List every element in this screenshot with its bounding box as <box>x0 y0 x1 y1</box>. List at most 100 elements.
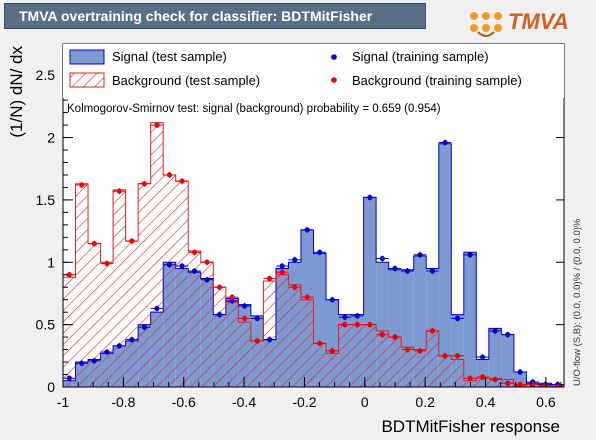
background-train-point <box>354 322 360 328</box>
signal-train-point <box>292 257 298 263</box>
background-train-point <box>279 269 285 275</box>
x-tick-label: 0.6 <box>536 394 556 410</box>
background-train-point <box>304 294 310 300</box>
background-bar <box>313 343 327 387</box>
background-bar <box>200 262 214 387</box>
legend-label-signal-test: Signal (test sample) <box>112 49 227 64</box>
y-tick-label: 1 <box>47 254 55 270</box>
y-tick-label: 0 <box>47 379 55 395</box>
background-bar <box>113 189 126 387</box>
background-train-point <box>429 328 436 334</box>
signal-train-point <box>242 303 248 309</box>
background-train-point <box>530 381 536 387</box>
y-tick-label: 1.5 <box>36 192 56 208</box>
signal-train-point <box>342 314 348 320</box>
signal-train-point <box>404 268 411 274</box>
background-train-point <box>104 260 110 267</box>
background-bar <box>213 287 226 387</box>
background-train-point <box>267 275 273 282</box>
signal-bar <box>501 334 514 387</box>
x-tick-label: -0.4 <box>232 394 256 410</box>
signal-train-point <box>154 305 160 312</box>
background-train-point <box>392 334 398 340</box>
background-bar <box>275 274 289 387</box>
background-train-point <box>342 322 348 328</box>
legend-marker-signal-train <box>331 54 337 60</box>
background-bar <box>426 330 439 387</box>
background-bar <box>300 299 314 387</box>
ks-test-annotation: Kolmogorov-Smirnov test: signal (backgro… <box>67 103 441 115</box>
background-train-point <box>479 374 486 380</box>
signal-train-point <box>66 375 72 381</box>
background-bar <box>401 347 414 387</box>
signal-train-point <box>392 265 398 272</box>
signal-train-point <box>129 337 135 343</box>
background-train-point <box>542 383 548 387</box>
signal-train-point <box>229 298 235 304</box>
background-bar <box>150 122 164 387</box>
signal-train-point <box>279 263 285 269</box>
background-bar <box>438 355 452 387</box>
y-axis-title: (1/N) dN/ dx <box>7 46 26 138</box>
background-bar <box>338 324 352 387</box>
background-bar <box>63 277 76 387</box>
y-tick-label: 0.5 <box>36 317 56 333</box>
background-train-point <box>66 272 72 278</box>
legend-box <box>63 44 564 98</box>
signal-train-point <box>79 360 85 366</box>
background-train-point <box>141 181 148 187</box>
signal-train-point <box>417 252 423 258</box>
y-tick-label: 2.5 <box>36 67 56 83</box>
background-train-point <box>417 348 423 354</box>
signal-train-point <box>329 297 335 303</box>
background-bar <box>326 353 339 387</box>
background-bar <box>413 349 427 387</box>
tmva-logo: TMVA <box>468 6 592 40</box>
x-tick-label: 0.4 <box>476 394 496 410</box>
background-bar <box>125 241 139 387</box>
background-bar <box>138 183 151 387</box>
signal-train-point <box>91 358 97 364</box>
x-axis-title: BDTMitFisher response <box>381 417 560 436</box>
background-train-point <box>154 122 160 128</box>
background-bar <box>225 302 239 387</box>
background-bar <box>451 359 464 387</box>
x-tick-label: 0 <box>361 394 369 410</box>
signal-train-point <box>442 139 448 146</box>
background-bar <box>363 324 377 387</box>
background-bar <box>163 174 176 387</box>
background-train-point <box>555 384 561 387</box>
legend-swatch-background-test <box>69 72 105 88</box>
tmva-logo-text: TMVA <box>508 9 569 34</box>
signal-train-point <box>191 268 198 274</box>
signal-train-point <box>267 337 273 343</box>
background-train-point <box>242 315 248 321</box>
x-tick-label: -0.2 <box>292 394 316 410</box>
overflow-annotation: U/O-flow (S,B): (0.0, 0.0)% / (0.0, 0.0)… <box>572 218 583 386</box>
signal-train-point <box>517 369 523 375</box>
legend-label-background-train: Background (training sample) <box>352 73 522 88</box>
signal-train-point <box>467 252 473 258</box>
background-train-point <box>492 376 498 383</box>
legend: Signal (test sample) Background (test sa… <box>63 44 564 98</box>
background-train-point <box>442 353 448 359</box>
signal-train-point <box>505 332 511 338</box>
background-train-point <box>254 338 260 344</box>
background-train-point <box>467 375 473 381</box>
background-bar <box>388 337 402 387</box>
background-train-point <box>204 259 210 265</box>
signal-train-point <box>204 277 210 283</box>
legend-swatch-signal-test <box>69 49 105 65</box>
chart-title: TMVA overtraining check for classifier: … <box>19 8 373 24</box>
signal-train-point <box>216 312 223 318</box>
background-train-point <box>292 284 298 290</box>
background-train-point <box>229 294 235 300</box>
signal-train-point <box>254 315 260 321</box>
background-histogram <box>63 122 564 387</box>
legend-label-signal-train: Signal (training sample) <box>352 49 489 64</box>
background-bar <box>250 340 264 387</box>
x-axis-ticks: -1 -0.8 -0.6 -0.4 -0.2 0 0.2 0.4 0.6 <box>57 44 562 410</box>
background-train-point <box>179 178 185 184</box>
